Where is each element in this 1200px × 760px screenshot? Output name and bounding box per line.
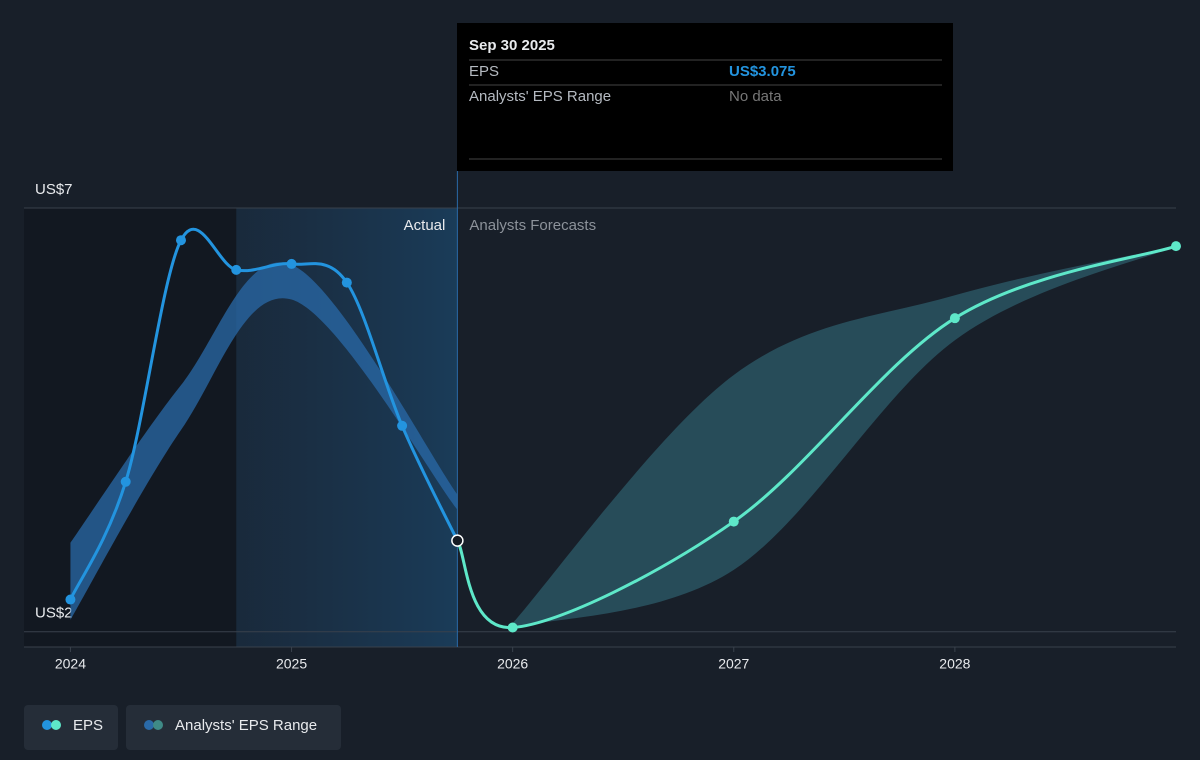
legend-button[interactable] [24,705,118,750]
actual-label: Actual [404,217,446,234]
eps-point [728,516,739,527]
legend-range[interactable]: Analysts' EPS Range [126,705,341,750]
eps-point [507,622,518,633]
legend-eps[interactable]: EPS [24,705,118,750]
y-tick-label: US$7 [35,181,73,198]
legend-swatch [42,720,52,730]
range-band [512,246,1176,628]
legend-label: Analysts' EPS Range [175,717,317,734]
legend-swatch [153,720,163,730]
range-band [70,262,458,620]
eps-point [451,534,464,547]
x-tick-label: 2028 [939,656,970,672]
x-tick-label: 2027 [718,656,749,672]
forecast-label: Analysts Forecasts [469,217,596,234]
eps-point [1171,241,1181,252]
x-tick-label: 2024 [55,656,86,672]
tooltip-label: Analysts' EPS Range [469,88,611,105]
legend-swatch [51,720,61,730]
eps-point [341,277,352,288]
legend-button[interactable] [126,705,341,750]
tooltip: Sep 30 2025 EPS US$3.075 Analysts' EPS R… [457,23,953,171]
legend-label: EPS [73,717,103,734]
eps-point [397,420,408,431]
tooltip-value: No data [729,88,782,105]
tooltip-date: Sep 30 2025 [469,37,555,54]
eps-line [69,227,459,601]
eps-point [286,258,297,269]
eps-line [456,244,1177,630]
x-tick-label: 2025 [276,656,307,672]
y-tick-label: US$2 [35,605,73,622]
eps-point [949,313,960,324]
x-tick-label: 2026 [497,656,528,672]
tooltip-label: EPS [469,63,499,80]
tooltip-value: US$3.075 [729,63,796,80]
tooltip-box [457,23,953,171]
eps-point [120,476,131,487]
eps-point [231,264,242,275]
past-region [24,208,237,647]
legend-swatch [144,720,154,730]
eps-point [175,235,186,246]
eps-point [65,594,76,605]
